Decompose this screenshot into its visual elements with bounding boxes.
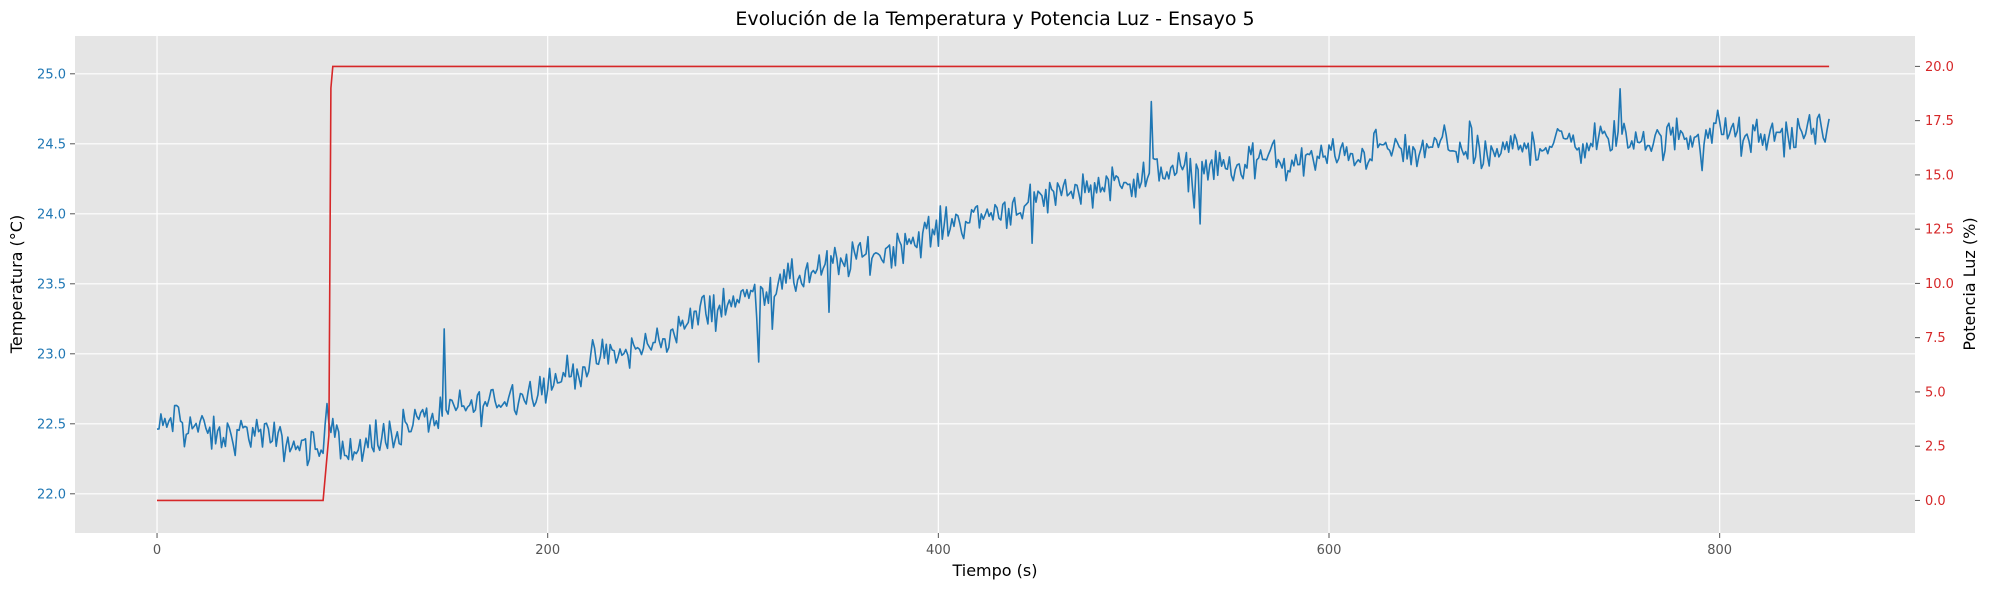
left-y-tick-label: 25.0 — [37, 67, 66, 82]
x-tick-label: 0 — [153, 543, 161, 558]
right-y-tick-label: 20.0 — [1925, 60, 1954, 75]
right-y-tick-label: 15.0 — [1925, 168, 1954, 183]
right-y-axis: 0.0 2.5 5.0 7.5 10.0 12.5 15.0 17.5 20.0 — [1915, 60, 1954, 509]
left-y-tick-label: 24.5 — [37, 137, 66, 152]
right-y-tick-label: 0.0 — [1925, 494, 1946, 509]
left-y-tick-label: 24.0 — [37, 207, 66, 222]
right-y-tick-label: 5.0 — [1925, 385, 1946, 400]
temperature-series-line — [156, 88, 1830, 467]
left-y-tick-label: 22.5 — [37, 417, 66, 432]
x-tick-label: 200 — [535, 543, 560, 558]
left-y-axis-title: Temperatura (°C) — [7, 215, 26, 354]
x-tick-label: 400 — [926, 543, 951, 558]
x-axis-title: Tiempo (s) — [951, 561, 1037, 580]
right-y-tick-label: 7.5 — [1925, 331, 1946, 346]
grid-lines — [75, 36, 1915, 533]
chart-title: Evolución de la Temperatura y Potencia L… — [735, 8, 1254, 30]
right-y-axis-title: Potencia Luz (%) — [1960, 217, 1979, 350]
right-y-tick-label: 17.5 — [1925, 114, 1954, 129]
right-y-tick-label: 12.5 — [1925, 223, 1954, 238]
right-y-tick-label: 10.0 — [1925, 277, 1954, 292]
right-y-tick-label: 2.5 — [1925, 440, 1946, 455]
x-tick-label: 800 — [1707, 543, 1732, 558]
power-series-line — [157, 65, 1830, 502]
x-axis: 0 200 400 600 800 — [153, 533, 1732, 558]
left-y-tick-label: 23.5 — [37, 277, 66, 292]
left-y-tick-label: 23.0 — [37, 347, 66, 362]
plot-background — [75, 36, 1915, 533]
left-y-tick-label: 22.0 — [37, 487, 66, 502]
left-y-axis: 22.0 22.5 23.0 23.5 24.0 24.5 25.0 — [37, 67, 75, 502]
x-tick-label: 600 — [1317, 543, 1342, 558]
